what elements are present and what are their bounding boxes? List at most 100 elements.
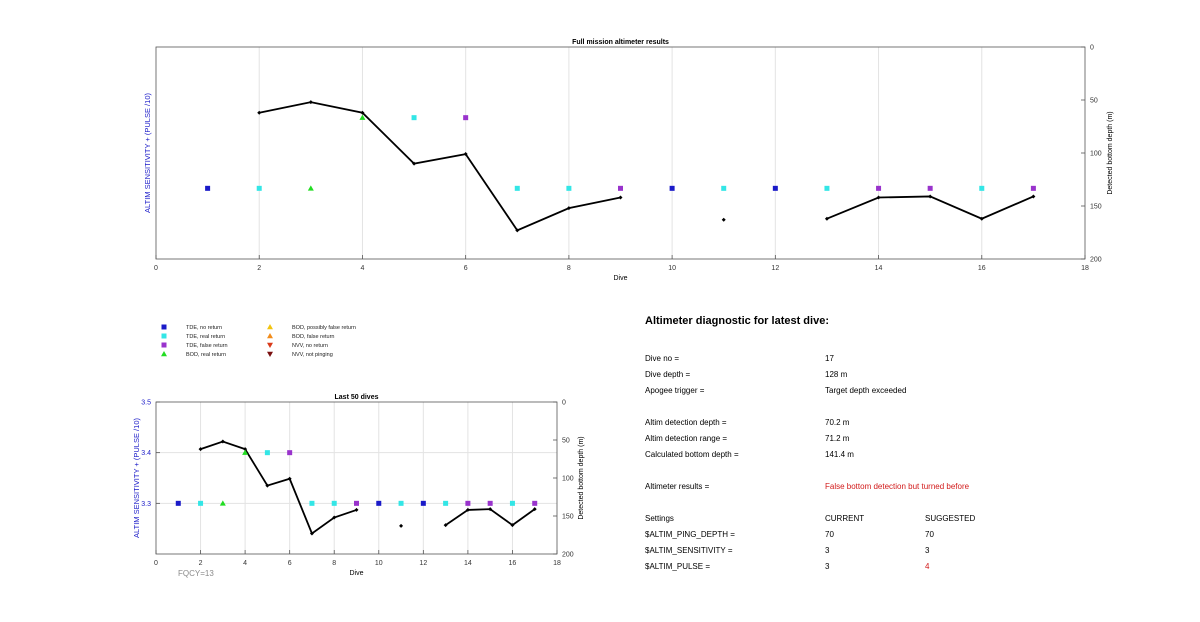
tde-real-return-marker bbox=[331, 500, 337, 506]
apogee-value: Target depth exceeded bbox=[825, 386, 907, 395]
bottom-depth-line bbox=[200, 440, 357, 535]
bottom-depth-point bbox=[510, 523, 515, 528]
tde-real-return-marker bbox=[514, 185, 520, 191]
x-tick-label: 4 bbox=[243, 560, 247, 567]
legend-nvv-not-pinging-marker bbox=[267, 351, 273, 357]
ping-depth-current: 70 bbox=[825, 530, 834, 539]
bottom-depth-point bbox=[354, 507, 359, 512]
bottom-depth-point bbox=[287, 476, 292, 481]
full-mission-chart: 0 2 4 6 8 10 12 14 16 18 0 50 100 150 200 Full mission … bbox=[143, 39, 1114, 282]
x-tick-label: 10 bbox=[375, 560, 383, 567]
bottom-depth-point bbox=[618, 195, 623, 200]
tde-no-return-marker bbox=[669, 185, 675, 191]
pulse-current: 3 bbox=[825, 562, 830, 571]
legend-bod-real-return-marker bbox=[161, 351, 167, 357]
tde-false-return-marker bbox=[465, 500, 471, 506]
x-tick-label: 16 bbox=[509, 560, 517, 567]
tde-no-return-marker bbox=[772, 185, 778, 191]
pulse-suggested: 4 bbox=[925, 562, 930, 571]
x-tick-label: 6 bbox=[464, 265, 468, 272]
bottom-depth-point bbox=[515, 228, 520, 233]
diagnostic-panel: Altimeter diagnostic for latest dive: Di… bbox=[645, 315, 1165, 575]
legend-label: TDE, false return bbox=[186, 343, 228, 349]
tde-no-return-marker bbox=[376, 500, 382, 506]
x-tick-label: 16 bbox=[978, 265, 986, 272]
x-tick-label: 4 bbox=[360, 265, 364, 272]
sensitivity-label: $ALTIM_SENSITIVITY = bbox=[645, 546, 733, 555]
x-tick-label: 14 bbox=[464, 560, 472, 567]
y2-axis-label: Detected bottom depth (m) bbox=[1107, 111, 1114, 194]
x-axis-label: Dive bbox=[613, 275, 627, 282]
y2-axis-label: Detected bottom depth (m) bbox=[578, 436, 585, 519]
tde-no-return-marker bbox=[205, 185, 211, 191]
legend-label: NVV, no return bbox=[292, 343, 328, 349]
tde-real-return-marker bbox=[411, 115, 417, 121]
tde-real-return-marker bbox=[566, 185, 572, 191]
tde-false-return-marker bbox=[876, 185, 882, 191]
dive-no-value: 17 bbox=[825, 354, 834, 363]
y-tick-label: 3.4 bbox=[141, 450, 151, 457]
apogee-label: Apogee trigger = bbox=[645, 386, 705, 395]
bottom-depth-point bbox=[566, 206, 571, 211]
y-axis-label: ALTIM SENSITIVITY + (PULSE /10) bbox=[143, 93, 152, 213]
bottom-depth-point bbox=[220, 439, 225, 444]
legend-label: TDE, no return bbox=[186, 325, 222, 331]
bottom-depth-point bbox=[412, 161, 417, 166]
bottom-depth-label: Calculated bottom depth = bbox=[645, 450, 739, 459]
tde-real-return-marker bbox=[509, 500, 515, 506]
y2-tick-label: 0 bbox=[562, 400, 566, 407]
bottom-depth-point bbox=[257, 110, 262, 115]
y2-tick-label: 150 bbox=[562, 514, 574, 521]
suggested-header: SUGGESTED bbox=[925, 514, 976, 523]
tde-false-return-marker bbox=[487, 500, 493, 506]
x-tick-label: 0 bbox=[154, 265, 158, 272]
bottom-depth-point bbox=[463, 152, 468, 157]
bottom-depth-point bbox=[443, 523, 448, 528]
ping-depth-suggested: 70 bbox=[925, 530, 934, 539]
legend-label: BOD, false return bbox=[292, 334, 335, 340]
settings-label: Settings bbox=[645, 514, 674, 523]
y2-tick-label: 200 bbox=[1090, 257, 1102, 264]
pulse-row: $ALTIM_PULSE = 3 4 bbox=[645, 559, 1165, 575]
x-tick-label: 18 bbox=[1081, 265, 1089, 272]
x-tick-label: 18 bbox=[553, 560, 561, 567]
bod-real-return-marker bbox=[307, 185, 314, 191]
bottom-depth-line bbox=[259, 101, 621, 232]
chart-title: Full mission altimeter results bbox=[572, 39, 669, 46]
tde-false-return-marker bbox=[287, 450, 293, 456]
legend-nvv-no-return-marker bbox=[267, 342, 273, 348]
bottom-depth-value: 141.4 m bbox=[825, 450, 854, 459]
x-tick-label: 8 bbox=[332, 560, 336, 567]
y2-tick-label: 100 bbox=[562, 476, 574, 483]
tde-false-return-marker bbox=[532, 500, 538, 506]
x-axis-label: Dive bbox=[349, 570, 363, 577]
legend-label: NVV, not pinging bbox=[292, 352, 333, 358]
pulse-label: $ALTIM_PULSE = bbox=[645, 562, 710, 571]
tde-false-return-marker bbox=[354, 500, 359, 506]
y-tick-label: 3.5 bbox=[141, 400, 151, 407]
last-50-dives-chart: 0 2 4 6 8 10 12 14 16 18 0 50 100 150 200 3.5 3.4 3.3 Last… bbox=[132, 394, 585, 577]
bottom-depth-point bbox=[360, 110, 365, 115]
detect-range-value: 71.2 m bbox=[825, 434, 850, 443]
tde-no-return-marker bbox=[175, 500, 181, 506]
x-tick-label: 8 bbox=[567, 265, 571, 272]
tde-false-return-marker bbox=[618, 185, 623, 191]
tde-false-return-marker bbox=[1030, 185, 1036, 191]
bottom-depth-point bbox=[824, 216, 829, 221]
bottom-depth-point bbox=[308, 100, 313, 105]
tde-real-return-marker bbox=[309, 500, 315, 506]
sensitivity-current: 3 bbox=[825, 546, 830, 555]
y2-tick-label: 150 bbox=[1090, 204, 1102, 211]
y2-tick-label: 50 bbox=[562, 438, 570, 445]
legend-tde-no-return-marker bbox=[161, 324, 167, 330]
detect-depth-label: Altim detection depth = bbox=[645, 418, 727, 427]
x-tick-label: 6 bbox=[288, 560, 292, 567]
dive-depth-row: Dive depth = 128 m bbox=[645, 367, 1165, 383]
legend-tde-false-return-marker bbox=[161, 342, 167, 348]
detect-depth-value: 70.2 m bbox=[825, 418, 850, 427]
legend-bod-false-return-marker bbox=[267, 333, 273, 339]
y-axis-label: ALTIM SENSITIVITY + (PULSE /10) bbox=[132, 418, 141, 538]
sensitivity-suggested: 3 bbox=[925, 546, 930, 555]
y2-tick-label: 100 bbox=[1090, 151, 1102, 158]
apogee-row: Apogee trigger = Target depth exceeded bbox=[645, 383, 1165, 399]
